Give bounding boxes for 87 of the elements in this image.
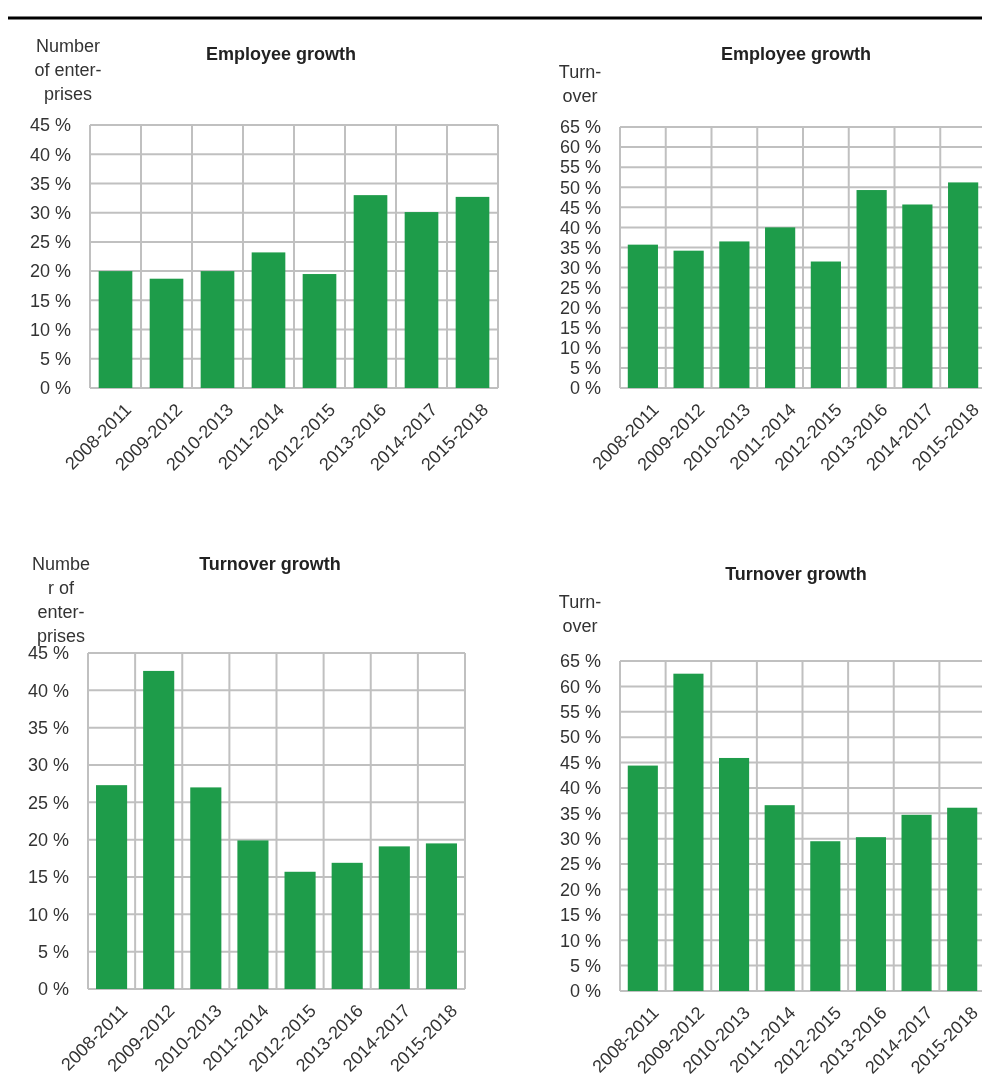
bar [719,241,750,388]
chart-title: Employee growth [720,44,872,64]
y-tick-label: 15 % [27,867,69,888]
y-tick-label: 20 % [29,261,71,282]
y-axis-title: Number of enter- prises [34,36,102,104]
y-tick-label: 55 % [559,157,601,178]
bar [719,757,750,991]
y-tick-label: 25 % [29,232,71,253]
bar [764,805,795,991]
bar [149,278,184,388]
bar [901,814,932,991]
y-tick-label: 15 % [559,318,601,339]
y-tick-label: 5 % [569,358,601,379]
y-tick-label: 5 % [39,349,71,370]
y-tick-label: 25 % [559,854,601,875]
y-tick-label: 30 % [27,755,69,776]
bar [143,670,175,989]
bar [96,785,128,989]
y-tick-label: 40 % [559,778,601,799]
y-tick-label: 35 % [559,803,601,824]
bar [765,227,796,388]
bar [284,871,316,989]
y-tick-label: 35 % [27,717,69,738]
bar [673,673,704,991]
bar [190,787,222,989]
bar [425,843,457,989]
bar [98,271,133,388]
y-tick-label: 60 % [559,676,601,697]
y-tick-label: 10 % [559,338,601,359]
y-axis-title: Turn- over [558,592,602,636]
bar [673,250,704,388]
y-tick-label: 30 % [29,202,71,223]
y-tick-label: 10 % [559,930,601,951]
bar [331,862,363,989]
y-tick-label: 20 % [559,297,601,318]
y-tick-label: 20 % [27,829,69,850]
y-tick-label: 5 % [569,955,601,976]
y-tick-label: 10 % [27,904,69,925]
bar [200,271,235,388]
y-tick-label: 40 % [29,144,71,165]
y-tick-label: 5 % [37,941,69,962]
bar [455,196,490,388]
y-tick-label: 55 % [559,702,601,723]
y-tick-label: 60 % [559,137,601,158]
bar [948,182,979,388]
bar [237,840,269,989]
chart-title: Turnover growth [725,564,867,584]
y-tick-label: 15 % [559,905,601,926]
bar [810,261,841,388]
bar [251,252,286,388]
y-axis-title: Turn- over [558,62,602,106]
bar [404,212,439,388]
bar [902,204,933,388]
y-tick-label: 35 % [29,173,71,194]
y-tick-label: 0 % [39,378,71,399]
y-tick-label: 50 % [559,177,601,198]
bar [855,837,886,991]
bar [353,195,388,388]
y-tick-label: 35 % [559,237,601,258]
chart-title: Employee growth [205,44,357,64]
y-tick-label: 45 % [559,197,601,218]
y-tick-label: 20 % [559,879,601,900]
y-tick-label: 65 % [559,651,601,672]
bar [810,841,841,991]
bar [302,274,337,388]
y-tick-label: 25 % [559,277,601,298]
bar [947,807,978,991]
y-tick-label: 15 % [29,290,71,311]
y-tick-label: 50 % [559,727,601,748]
y-tick-label: 40 % [559,217,601,238]
bar [627,244,658,388]
y-axis-title: Numbe r of enter- prises [31,554,91,646]
y-tick-label: 10 % [29,319,71,340]
y-tick-label: 40 % [27,680,69,701]
y-tick-label: 0 % [569,378,601,399]
y-tick-label: 0 % [37,979,69,1000]
y-tick-label: 65 % [559,117,601,138]
y-tick-label: 45 % [29,115,71,136]
chart-title: Turnover growth [199,554,341,574]
bar [856,190,887,388]
bar [627,765,658,991]
y-tick-label: 45 % [559,752,601,773]
y-tick-label: 30 % [559,257,601,278]
y-tick-label: 30 % [559,828,601,849]
y-tick-label: 25 % [27,792,69,813]
y-tick-label: 0 % [569,981,601,1002]
bar [378,846,410,989]
